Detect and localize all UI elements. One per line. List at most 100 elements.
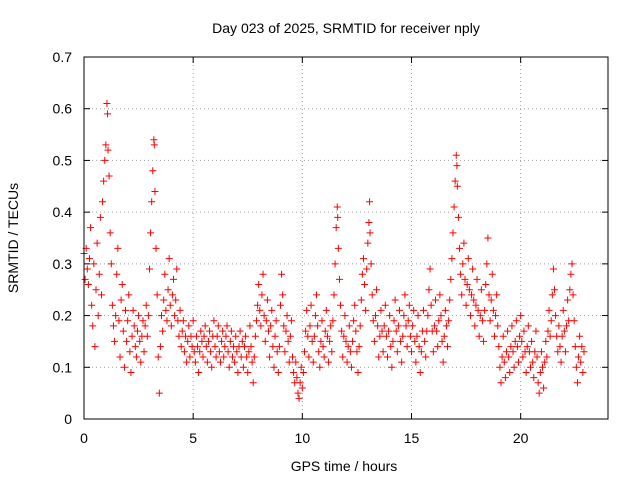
data-point [437, 312, 445, 320]
data-point [416, 368, 424, 376]
data-point [335, 275, 343, 283]
data-point [227, 327, 235, 335]
data-point [118, 281, 126, 289]
data-point [90, 260, 98, 268]
data-point [531, 348, 539, 356]
data-point [580, 348, 588, 356]
data-point [475, 332, 483, 340]
data-point [196, 348, 204, 356]
data-point [494, 322, 502, 330]
data-point [289, 353, 297, 361]
data-point [433, 327, 441, 335]
data-point [162, 306, 170, 314]
data-point [286, 332, 294, 340]
data-point [339, 353, 347, 361]
data-point [410, 306, 418, 314]
data-point [444, 343, 452, 351]
data-point [470, 296, 478, 304]
data-point [440, 332, 448, 340]
data-point [218, 337, 226, 345]
data-point [459, 260, 467, 268]
data-point [401, 291, 409, 299]
data-point [430, 322, 438, 330]
data-point [91, 343, 99, 351]
data-point [113, 270, 121, 278]
data-point [371, 312, 379, 320]
data-point [484, 234, 492, 242]
data-point [149, 167, 157, 175]
data-point [178, 327, 186, 335]
data-point [268, 306, 276, 314]
data-point [301, 348, 309, 356]
data-point [287, 317, 295, 325]
data-point [332, 224, 340, 232]
data-point [203, 358, 211, 366]
data-point [146, 265, 153, 273]
data-point [507, 343, 515, 351]
data-point [357, 296, 365, 304]
data-point [284, 337, 292, 345]
data-point [194, 343, 202, 351]
data-point [526, 363, 534, 371]
data-point [453, 182, 461, 190]
data-point [442, 322, 450, 330]
data-point [272, 317, 280, 325]
data-point [408, 348, 415, 356]
data-point [489, 306, 497, 314]
data-point [545, 306, 553, 314]
data-point [358, 270, 366, 278]
x-axis-label: GPS time / hours [291, 458, 398, 474]
data-point [223, 322, 231, 330]
data-point [195, 368, 203, 376]
data-point [579, 368, 587, 376]
data-point [508, 322, 516, 330]
data-point [185, 322, 193, 330]
data-point [390, 317, 398, 325]
data-point [316, 363, 324, 371]
data-point [296, 379, 304, 387]
data-point [144, 312, 152, 320]
data-point [207, 348, 215, 356]
data-point [355, 343, 363, 351]
data-point [123, 337, 131, 345]
data-point [148, 198, 156, 206]
data-point [341, 312, 349, 320]
data-point [191, 358, 199, 366]
data-point [240, 343, 248, 351]
data-point [530, 374, 538, 382]
data-point [141, 322, 149, 330]
data-point [365, 218, 373, 226]
data-point [445, 317, 453, 325]
data-point [477, 286, 485, 294]
data-point [279, 291, 287, 299]
data-point [156, 343, 164, 351]
data-point [426, 265, 434, 273]
data-point [342, 337, 350, 345]
data-point [536, 368, 544, 376]
data-point [347, 363, 355, 371]
data-point [349, 337, 357, 345]
data-point [184, 337, 192, 345]
data-point [263, 296, 271, 304]
data-point [102, 141, 110, 149]
data-point [429, 348, 437, 356]
data-point [456, 244, 464, 252]
data-point [514, 358, 522, 366]
data-point [380, 322, 388, 330]
data-point [379, 348, 387, 356]
data-point [517, 312, 525, 320]
data-point [334, 244, 342, 252]
data-point [105, 172, 113, 180]
data-point [228, 353, 236, 361]
data-point [381, 301, 389, 309]
data-point [100, 177, 108, 185]
data-point [402, 322, 410, 330]
data-point [438, 337, 446, 345]
data-point [547, 317, 555, 325]
data-point [469, 265, 477, 273]
data-point [127, 368, 135, 376]
data-point [534, 379, 542, 387]
data-point [505, 353, 513, 361]
data-point [556, 343, 564, 351]
data-point [97, 291, 105, 299]
